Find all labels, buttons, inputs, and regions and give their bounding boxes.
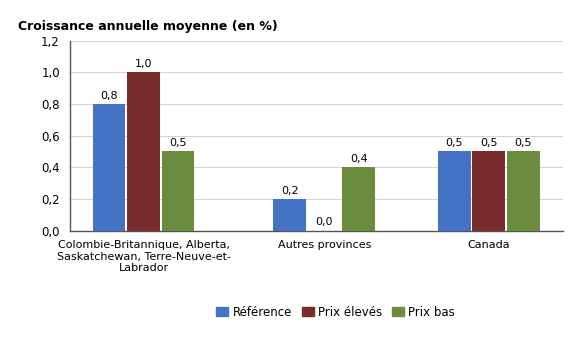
Bar bbox=[472, 152, 505, 231]
Text: 0,0: 0,0 bbox=[316, 217, 333, 227]
Bar bbox=[342, 167, 375, 231]
Text: 0,2: 0,2 bbox=[281, 186, 299, 196]
Bar bbox=[507, 152, 539, 231]
Text: 0,5: 0,5 bbox=[480, 138, 498, 148]
Text: 0,5: 0,5 bbox=[445, 138, 463, 148]
Bar bbox=[438, 152, 470, 231]
Text: 0,4: 0,4 bbox=[350, 154, 368, 164]
Text: 0,8: 0,8 bbox=[100, 91, 118, 101]
Text: 0,5: 0,5 bbox=[169, 138, 187, 148]
Text: 1,0: 1,0 bbox=[135, 59, 153, 69]
Bar bbox=[162, 152, 194, 231]
Bar bbox=[93, 104, 125, 231]
Legend: Référence, Prix élevés, Prix bas: Référence, Prix élevés, Prix bas bbox=[212, 301, 460, 323]
Text: Croissance annuelle moyenne (en %): Croissance annuelle moyenne (en %) bbox=[18, 20, 278, 33]
Bar bbox=[273, 199, 306, 231]
Text: 0,5: 0,5 bbox=[514, 138, 532, 148]
Bar bbox=[127, 72, 160, 231]
